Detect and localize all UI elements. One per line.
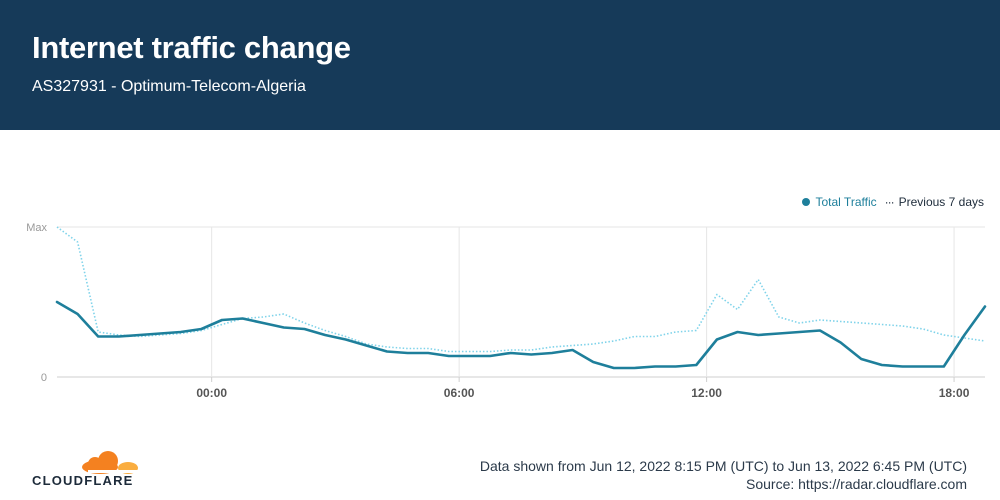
page-title: Internet traffic change (32, 30, 351, 65)
chart-legend: Total Traffic ··· Previous 7 days (802, 195, 984, 209)
source-note: Source: https://radar.cloudflare.com (746, 476, 967, 492)
cloudflare-wordmark: CLOUDFLARE (32, 473, 134, 488)
y-tick-label: Max (26, 222, 47, 234)
legend-label-total: Total Traffic (815, 195, 877, 209)
page-subtitle: AS327931 - Optimum-Telecom-Algeria (32, 78, 306, 95)
chart-footer: Data shown from Jun 12, 2022 8:15 PM (UT… (480, 457, 967, 493)
x-tick-label: 12:00 (691, 386, 722, 400)
series-line-previous-7-days (56, 226, 986, 353)
cloud-icon (82, 451, 138, 474)
legend-swatch-previous: ··· (884, 195, 895, 209)
x-tick-label: 00:00 (196, 386, 227, 400)
traffic-line-chart: 00:00 06:00 12:00 18:00 Max 0 (26, 222, 987, 400)
legend-item-previous[interactable]: ··· Previous 7 days (885, 195, 984, 209)
legend-item-total[interactable]: Total Traffic (802, 195, 877, 209)
header: Internet traffic change AS327931 - Optim… (0, 0, 1000, 130)
x-tick-label: 18:00 (939, 386, 970, 400)
legend-label-previous: Previous 7 days (898, 195, 984, 209)
date-range-note: Data shown from Jun 12, 2022 8:15 PM (UT… (479, 458, 967, 474)
cloudflare-logo: CLOUDFLARE (32, 450, 142, 488)
x-tick-label: 06:00 (444, 386, 475, 400)
legend-swatch-total (802, 198, 811, 206)
series-line-total-traffic (55, 300, 987, 370)
y-tick-label: 0 (41, 372, 47, 384)
